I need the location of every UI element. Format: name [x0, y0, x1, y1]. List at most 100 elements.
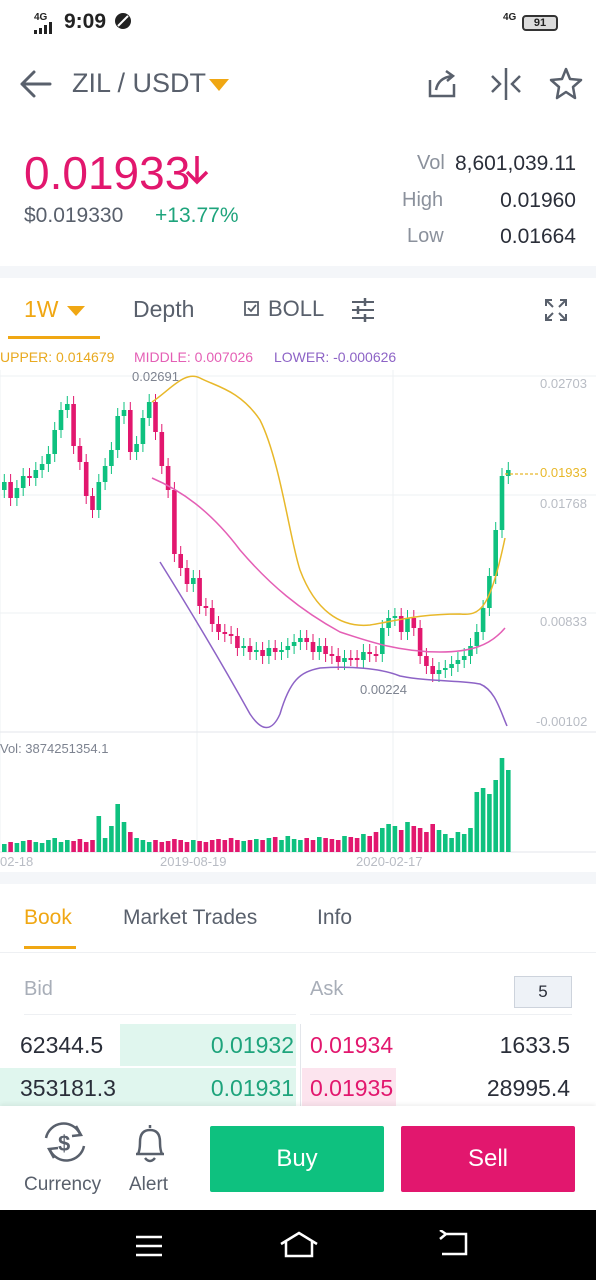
candle-body	[354, 658, 360, 660]
pair-title[interactable]: ZIL / USDT	[72, 68, 207, 98]
volume-bar	[279, 840, 284, 852]
candle-body	[178, 554, 183, 568]
last-price-tag: 0.01933	[540, 465, 587, 480]
volume-bar	[468, 828, 473, 852]
candle-body	[241, 646, 246, 648]
volume-bar	[480, 788, 486, 852]
volume-bar	[71, 841, 76, 852]
candle-body	[109, 450, 114, 466]
volume-bar	[354, 838, 360, 852]
volume-bar	[310, 840, 316, 852]
book-center-divider	[300, 1024, 301, 1108]
candle-body	[455, 660, 461, 664]
volume-bar	[2, 844, 7, 852]
tab-interval[interactable]: 1W	[24, 296, 59, 322]
volume-bar	[304, 838, 309, 852]
currency-exchange-icon: $	[44, 1122, 86, 1162]
bid-amount[interactable]: 62344.5	[20, 1032, 104, 1058]
candle-body	[348, 658, 354, 660]
candle-body	[317, 646, 322, 652]
volume-bar	[241, 841, 246, 852]
volume-bar	[203, 842, 209, 852]
volume-bars	[2, 758, 511, 852]
ask-amount[interactable]: 28995.4	[486, 1075, 570, 1101]
candle-body	[128, 410, 133, 452]
candle-body	[430, 666, 435, 674]
volume-bar	[191, 840, 196, 852]
volume-bar	[430, 824, 435, 852]
alert-button[interactable]: Alert	[126, 1120, 178, 1200]
ask-header: Ask	[310, 978, 344, 1000]
candle-body	[197, 578, 202, 606]
ask-amount[interactable]: 1633.5	[499, 1032, 570, 1058]
tab-market-trades[interactable]: Market Trades	[123, 906, 258, 929]
tab-indicator[interactable]: BOLL	[268, 296, 325, 321]
candlestick-chart[interactable]	[0, 370, 596, 870]
change-percent: +13.77%	[155, 204, 239, 227]
candle-body	[153, 402, 158, 432]
bid-price[interactable]: 0.01932	[210, 1032, 294, 1058]
back-icon[interactable]	[438, 1230, 470, 1258]
volume-bar	[329, 839, 335, 852]
depth-selector[interactable]: 5	[514, 976, 572, 1008]
indicator-checkbox-icon[interactable]	[244, 299, 262, 319]
menu-icon[interactable]	[134, 1234, 164, 1258]
back-arrow-icon[interactable]	[18, 68, 54, 100]
candle-body	[279, 650, 284, 652]
volume-bar	[146, 842, 152, 852]
settings-sliders-icon[interactable]	[350, 297, 376, 323]
chevron-down-icon[interactable]	[208, 78, 230, 92]
buy-button[interactable]: Buy	[210, 1126, 384, 1192]
volume-bar	[140, 840, 146, 852]
candle-body	[310, 642, 316, 652]
volume-bar	[417, 828, 423, 852]
volume-bar	[109, 826, 114, 852]
candle-body	[392, 616, 398, 618]
volume-bar	[254, 839, 259, 852]
chart-grid	[0, 370, 596, 853]
candle-body	[134, 444, 139, 452]
candle-body	[367, 652, 372, 654]
volume-bar	[134, 838, 139, 852]
boll-upper-line	[151, 375, 506, 627]
bid-amount[interactable]: 353181.3	[20, 1075, 116, 1101]
divider	[310, 1014, 572, 1015]
network-indicator: 4G	[34, 12, 48, 23]
volume-bar	[317, 837, 322, 852]
volume-bar	[222, 840, 228, 852]
candle-body	[96, 482, 102, 510]
volume-bar	[165, 841, 171, 852]
candle-body	[58, 410, 64, 430]
ask-price[interactable]: 0.01934	[310, 1032, 394, 1058]
interval-chevron-icon[interactable]	[66, 305, 86, 317]
bid-price[interactable]: 0.01931	[210, 1075, 294, 1101]
status-bar: 4G 9:09 4G 91	[0, 0, 596, 44]
share-icon[interactable]	[426, 68, 458, 100]
fullscreen-icon[interactable]	[544, 298, 568, 322]
tab-info[interactable]: Info	[317, 906, 353, 929]
candle-body	[121, 410, 127, 416]
sell-button[interactable]: Sell	[401, 1126, 575, 1192]
candle-body	[461, 656, 467, 660]
tab-depth[interactable]: Depth	[133, 296, 195, 322]
candle-body	[506, 470, 511, 476]
volume-bar	[260, 840, 265, 852]
ask-price[interactable]: 0.01935	[310, 1075, 394, 1101]
candle-body	[228, 634, 234, 636]
volume-bar	[235, 840, 240, 852]
compare-icon[interactable]	[488, 66, 524, 102]
candle-body	[487, 576, 492, 608]
tab-book[interactable]: Book	[24, 906, 72, 929]
star-icon[interactable]	[548, 66, 584, 102]
volume-bar	[398, 830, 404, 852]
candle-body	[46, 454, 51, 464]
candle-body	[191, 578, 196, 584]
candle-body	[184, 568, 190, 584]
y-tick-2: 0.01768	[540, 496, 587, 511]
divider	[0, 266, 596, 278]
home-icon[interactable]	[278, 1230, 320, 1260]
volume-bar	[65, 840, 70, 852]
currency-button[interactable]: $ Currency	[22, 1120, 110, 1200]
volume-bar	[348, 837, 354, 852]
leaf-icon	[115, 13, 131, 29]
